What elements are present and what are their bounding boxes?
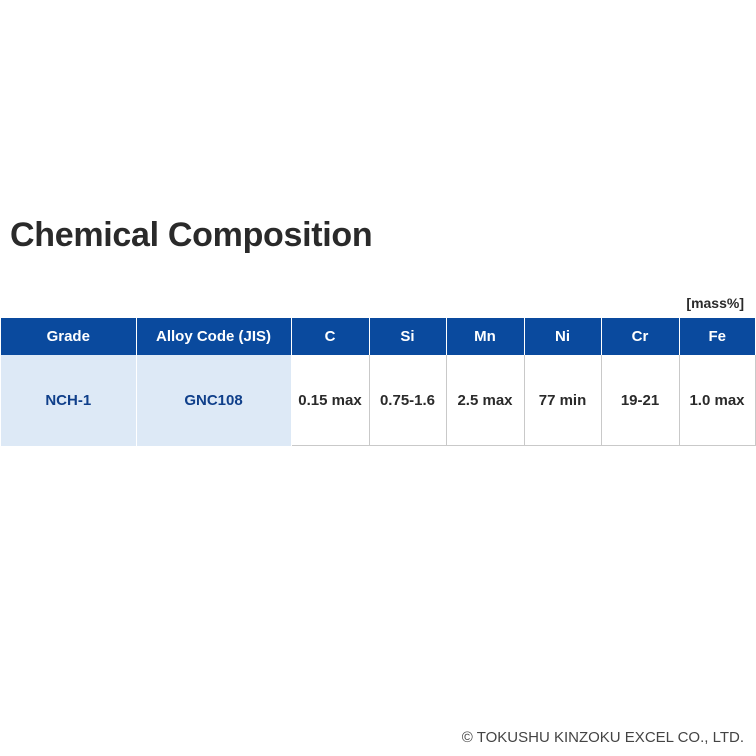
header-si: Si	[369, 318, 447, 355]
header-ni: Ni	[524, 318, 602, 355]
copyright-footer: © TOKUSHU KINZOKU EXCEL CO., LTD.	[461, 729, 744, 746]
header-fe: Fe	[679, 318, 755, 355]
cell-grade: NCH-1	[1, 355, 137, 446]
header-c: C	[291, 318, 370, 355]
header-row: Grade Alloy Code (JIS) C Si Mn Ni Cr Fe	[1, 318, 755, 355]
cell-alloy-code: GNC108	[136, 355, 292, 446]
composition-table: Grade Alloy Code (JIS) C Si Mn Ni Cr Fe …	[1, 318, 756, 446]
header-alloy-code: Alloy Code (JIS)	[136, 318, 292, 355]
cell-mn: 2.5 max	[446, 355, 525, 446]
cell-fe: 1.0 max	[679, 355, 756, 446]
header-grade: Grade	[1, 318, 137, 355]
cell-ni: 77 min	[524, 355, 602, 446]
table-row: NCH-1 GNC108 0.15 max 0.75-1.6 2.5 max 7…	[1, 355, 756, 446]
cell-cr: 19-21	[601, 355, 680, 446]
composition-table-container: Grade Alloy Code (JIS) C Si Mn Ni Cr Fe …	[1, 318, 756, 446]
header-cr: Cr	[601, 318, 680, 355]
table-header: Grade Alloy Code (JIS) C Si Mn Ni Cr Fe	[1, 318, 755, 355]
page-title: Chemical Composition	[10, 216, 373, 254]
cell-c: 0.15 max	[291, 355, 370, 446]
header-mn: Mn	[446, 318, 525, 355]
table-body: NCH-1 GNC108 0.15 max 0.75-1.6 2.5 max 7…	[1, 355, 756, 446]
unit-label: [mass%]	[686, 295, 744, 311]
cell-si: 0.75-1.6	[369, 355, 447, 446]
